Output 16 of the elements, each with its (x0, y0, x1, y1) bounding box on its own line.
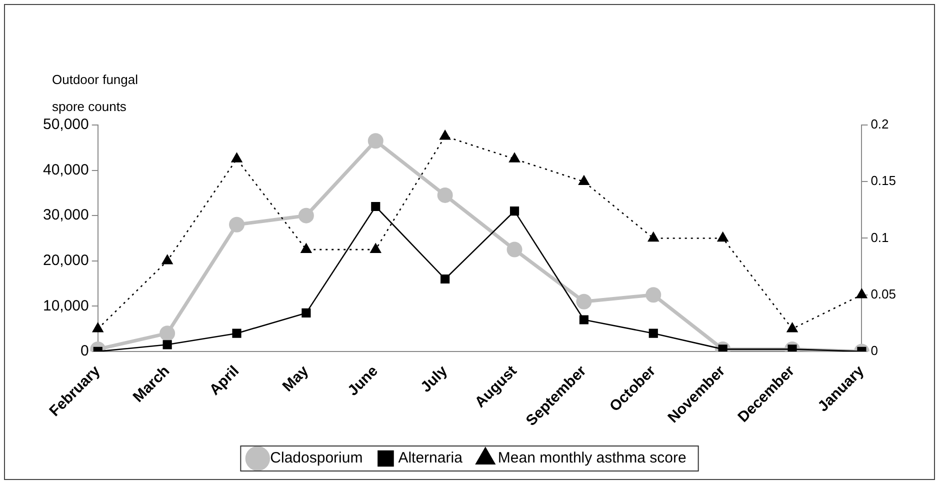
legend-label: Alternaria (398, 450, 464, 467)
y-tick-label: 10,000 (42, 297, 89, 314)
y-tick-label: 20,000 (42, 252, 89, 270)
y-tick-label: 40,000 (42, 161, 89, 178)
y-axis-title: Outdoor fungal spore counts (52, 72, 138, 114)
legend-label: Mean monthly asthma score (498, 450, 686, 467)
y-tick-label: 50,000 (42, 116, 89, 134)
y-tick-label: 0 (80, 342, 89, 360)
y2-tick-label: 0.15 (870, 173, 896, 188)
y2-tick-label: 0.2 (870, 116, 889, 132)
y2-tick-label: 0.1 (870, 230, 889, 245)
legend-label: Cladosporium (270, 450, 363, 467)
y-tick-label: 30,000 (42, 206, 89, 224)
x-tick-label: May (279, 362, 312, 396)
y2-tick-label: 0 (870, 343, 878, 358)
y2-tick-label: 0.05 (870, 286, 896, 302)
